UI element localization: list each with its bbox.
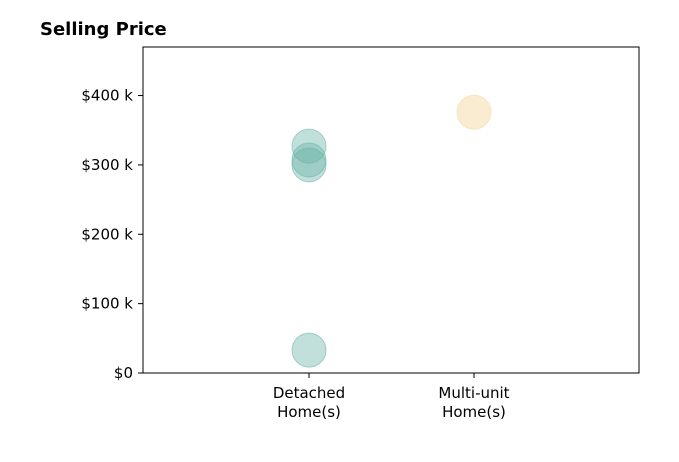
data-point [291, 142, 327, 178]
data-point [291, 332, 327, 368]
x-tick-label: Home(s) [442, 403, 506, 421]
data-point [456, 94, 492, 130]
x-tick-label: Multi-unit [438, 384, 509, 402]
x-tick-label: Home(s) [277, 403, 341, 421]
data-point [291, 147, 327, 183]
y-tick-label: $200 k [81, 225, 133, 243]
data-point [291, 128, 327, 164]
y-tick-label: $100 k [81, 295, 133, 313]
y-axis: $0 $100 k $200 k $300 k $400 k [81, 87, 143, 382]
chart-title: Selling Price [40, 19, 167, 40]
data-points [291, 94, 492, 368]
y-tick-label: $300 k [81, 156, 133, 174]
plot-area-frame [142, 46, 640, 374]
y-tick-label: $400 k [81, 87, 133, 105]
y-tick-label: $0 [114, 364, 133, 382]
x-tick-label: Detached [273, 384, 345, 402]
